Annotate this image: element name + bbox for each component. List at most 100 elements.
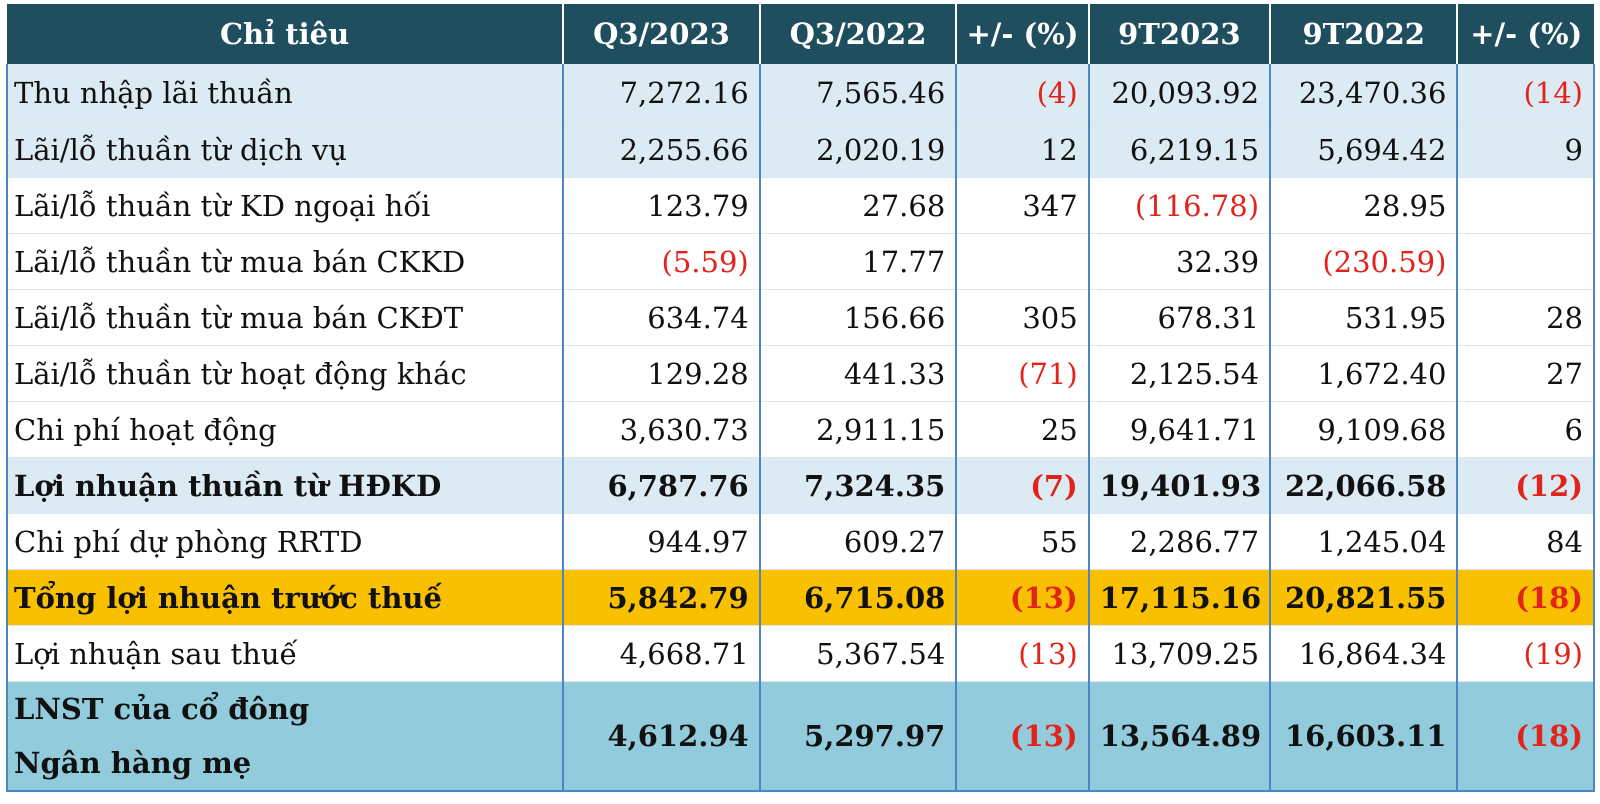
value-cell: 9,109.68: [1270, 401, 1459, 458]
value-cell: 2,255.66: [563, 121, 761, 178]
value-cell: 6,715.08: [759, 569, 958, 626]
row-label: LNST của cổ đông: [14, 692, 310, 726]
row-label-cell: Lãi/lỗ thuần từ mua bán CKĐT: [5, 289, 565, 346]
value-cell: (116.78): [1088, 177, 1272, 234]
table-row: Lãi/lỗ thuần từ hoạt động khác 129.28 441.…: [5, 345, 1595, 402]
value-cell: 5,367.54: [759, 625, 958, 682]
table-row: Lãi/lỗ thuần từ mua bán CKKD (5.59) 17.77 3…: [5, 233, 1595, 290]
header-cell: +/- (%): [956, 4, 1090, 64]
row-label: Lãi/lỗ thuần từ mua bán CKĐT: [14, 300, 464, 335]
value-cell: 25: [956, 401, 1090, 458]
row-label: Lợi nhuận thuần từ HĐKD: [14, 468, 442, 503]
header-cell: 9T2022: [1270, 4, 1459, 64]
table-row: Chi phí dự phòng RRTD 944.97 609.27 55 2,286…: [5, 513, 1595, 570]
header-cell: Q3/2022: [759, 4, 958, 64]
value-cell: 16,864.34: [1270, 625, 1459, 682]
table-row: Lãi/lỗ thuần từ KD ngoại hối 123.79 27.68 3…: [5, 177, 1595, 234]
header-cell: Q3/2023: [563, 4, 761, 64]
row-label-cell: Lợi nhuận thuần từ HĐKD: [5, 457, 565, 514]
value-cell: 84: [1457, 513, 1595, 570]
value-cell: 17,115.16: [1088, 569, 1272, 626]
value-cell: 441.33: [759, 345, 958, 402]
value-cell: (13): [956, 625, 1090, 682]
value-cell: (230.59): [1270, 233, 1459, 290]
value-cell: 32.39: [1088, 233, 1272, 290]
value-cell: [1457, 177, 1595, 234]
value-cell: (19): [1457, 625, 1595, 682]
value-cell: (14): [1457, 64, 1595, 122]
row-label-cell: Lãi/lỗ thuần từ mua bán CKKD: [5, 233, 565, 290]
value-cell: 17.77: [759, 233, 958, 290]
value-cell: 2,125.54: [1088, 345, 1272, 402]
table-row: Lãi/lỗ thuần từ dịch vụ 2,255.66 2,020.19 1…: [5, 121, 1595, 178]
value-cell: (13): [956, 681, 1090, 792]
row-label: Chi phí dự phòng RRTD: [14, 524, 363, 559]
value-cell: 4,668.71: [563, 625, 761, 682]
table-row: Lợi nhuận sau thuế 4,668.71 5,367.54 (13) 13…: [5, 625, 1595, 682]
value-cell: 3,630.73: [563, 401, 761, 458]
value-cell: (18): [1457, 569, 1595, 626]
value-cell: 1,672.40: [1270, 345, 1459, 402]
value-cell: 609.27: [759, 513, 958, 570]
value-cell: 12: [956, 121, 1090, 178]
row-label: Thu nhập lãi thuần: [14, 75, 293, 110]
value-cell: 16,603.11: [1270, 681, 1459, 792]
row-label-cell: Lãi/lỗ thuần từ KD ngoại hối: [5, 177, 565, 234]
row-label: Chi phí hoạt động: [14, 412, 277, 447]
row-label: Lãi/lỗ thuần từ dịch vụ: [14, 132, 348, 167]
row-label-cell: Chi phí dự phòng RRTD: [5, 513, 565, 570]
value-cell: 28.95: [1270, 177, 1459, 234]
value-cell: 944.97: [563, 513, 761, 570]
value-cell: 13,709.25: [1088, 625, 1272, 682]
value-cell: 19,401.93: [1088, 457, 1272, 514]
row-label-cell: Lãi/lỗ thuần từ hoạt động khác: [5, 345, 565, 402]
table-header-row: Chỉ tiêu Q3/2023 Q3/2022 +/- (%) 9T2023 …: [7, 4, 1594, 64]
value-cell: 2,020.19: [759, 121, 958, 178]
header-cell: 9T2023: [1088, 4, 1272, 64]
value-cell: 305: [956, 289, 1090, 346]
value-cell: 5,297.97: [759, 681, 958, 792]
value-cell: (4): [956, 64, 1090, 122]
value-cell: 5,842.79: [563, 569, 761, 626]
row-label: Tổng lợi nhuận trước thuế: [14, 580, 442, 615]
value-cell: 28: [1457, 289, 1595, 346]
value-cell: 6,219.15: [1088, 121, 1272, 178]
value-cell: 5,694.42: [1270, 121, 1459, 178]
header-cell: Chỉ tiêu: [7, 4, 565, 64]
value-cell: 7,272.16: [563, 64, 761, 122]
value-cell: (7): [956, 457, 1090, 514]
value-cell: [1457, 233, 1595, 290]
row-label-cell: Thu nhập lãi thuần: [5, 64, 565, 122]
value-cell: 9: [1457, 121, 1595, 178]
value-cell: 2,286.77: [1088, 513, 1272, 570]
value-cell: (18): [1457, 681, 1595, 792]
row-label-cell: Tổng lợi nhuận trước thuế: [5, 569, 565, 626]
value-cell: 4,612.94: [563, 681, 761, 792]
table-row: Tổng lợi nhuận trước thuế 5,842.79 6,715.0…: [5, 569, 1595, 626]
row-label-line2: Ngân hàng mẹ: [14, 746, 252, 780]
table-row: Chi phí hoạt động 3,630.73 2,911.15 25 9,641…: [5, 401, 1595, 458]
value-cell: 2,911.15: [759, 401, 958, 458]
value-cell: 20,093.92: [1088, 64, 1272, 122]
value-cell: 9,641.71: [1088, 401, 1272, 458]
row-label-cell: Chi phí hoạt động: [5, 401, 565, 458]
value-cell: 7,324.35: [759, 457, 958, 514]
value-cell: [956, 233, 1090, 290]
row-label: Lãi/lỗ thuần từ hoạt động khác: [14, 356, 467, 391]
value-cell: 20,821.55: [1270, 569, 1459, 626]
row-label: Lãi/lỗ thuần từ mua bán CKKD: [14, 244, 466, 279]
row-label: Lợi nhuận sau thuế: [14, 636, 298, 671]
value-cell: 6,787.76: [563, 457, 761, 514]
value-cell: 634.74: [563, 289, 761, 346]
table-row: Thu nhập lãi thuần 7,272.16 7,565.46 (4) 20,…: [5, 64, 1595, 122]
value-cell: 23,470.36: [1270, 64, 1459, 122]
table-row: Lợi nhuận thuần từ HĐKD 6,787.76 7,324.35(…: [5, 457, 1595, 514]
table-row: LNST của cổ đông Ngân hàng mẹ 4,612.94 5,29…: [5, 681, 1595, 792]
value-cell: 27.68: [759, 177, 958, 234]
value-cell: 27: [1457, 345, 1595, 402]
table-body: Thu nhập lãi thuần 7,272.16 7,565.46 (4) 20,…: [5, 64, 1595, 792]
financial-results-table: Chỉ tiêu Q3/2023 Q3/2022 +/- (%) 9T2023 …: [5, 4, 1595, 792]
row-label-cell: LNST của cổ đông Ngân hàng mẹ: [5, 681, 565, 792]
financial-table-container: Chỉ tiêu Q3/2023 Q3/2022 +/- (%) 9T2023 …: [5, 4, 1595, 792]
value-cell: 156.66: [759, 289, 958, 346]
